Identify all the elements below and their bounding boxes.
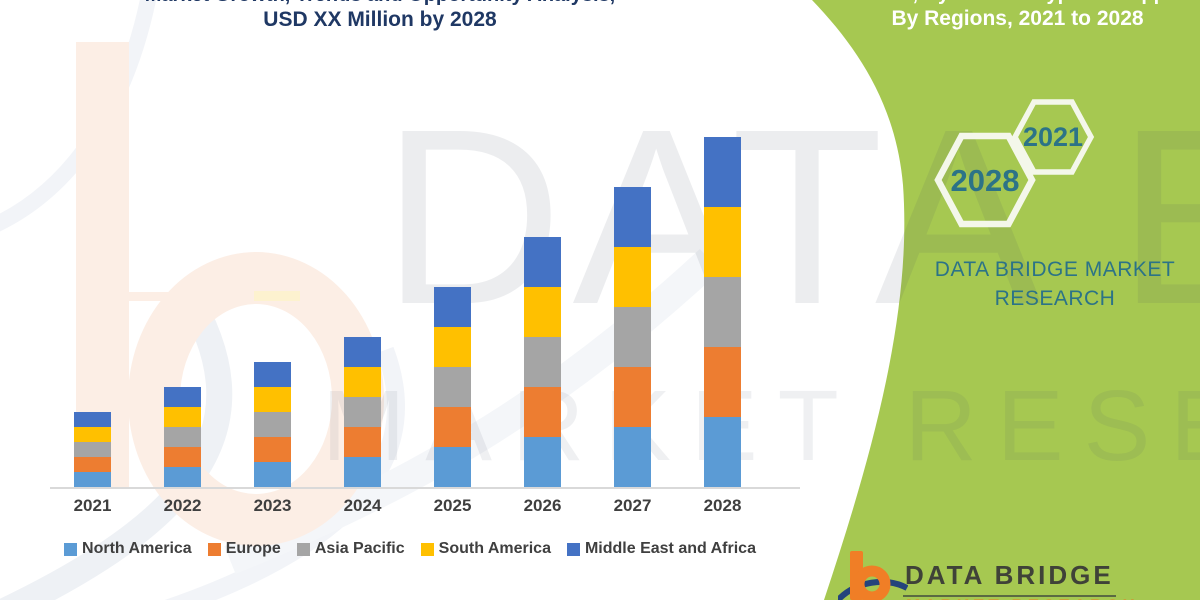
- stacked-bar-2025: [434, 287, 471, 487]
- bar-segment-north-america: [434, 447, 471, 487]
- bar-segment-middle-east-and-africa: [434, 287, 471, 327]
- legend-swatch-north-america: [64, 542, 78, 556]
- x-axis-label-2027: 2027: [613, 496, 652, 515]
- stacked-bar-2022: [164, 387, 201, 487]
- stacked-bar-2024: [344, 337, 381, 487]
- bar-segment-south-america: [74, 427, 111, 442]
- year-hexagons: 2021 2028: [934, 99, 1095, 228]
- bar-segment-asia-pacific: [74, 442, 111, 457]
- bar-segment-middle-east-and-africa: [704, 137, 741, 207]
- footer-logo-subtitle-clipped: MARKET RESEARCH: [906, 596, 1139, 600]
- bar-segment-asia-pacific: [344, 397, 381, 427]
- bar-segment-europe: [74, 457, 111, 472]
- banner-title-line2: By Regions, 2021 to 2028: [891, 7, 1144, 30]
- bar-segment-north-america: [254, 462, 291, 487]
- bar-segment-south-america: [254, 387, 291, 412]
- x-axis-label-2023: 2023: [253, 496, 292, 515]
- x-axis-label-2024: 2024: [343, 496, 382, 515]
- chart-title-line1-text: Market Growth, Trends and Opportunity An…: [40, 0, 720, 7]
- x-axis-label-2026: 2026: [523, 496, 562, 515]
- bar-segment-middle-east-and-africa: [164, 387, 201, 407]
- banner-brand-line2: RESEARCH: [994, 287, 1116, 310]
- data-bridge-logo-icon: [838, 551, 908, 600]
- logo-b-watermark-arm: [78, 292, 252, 301]
- x-axis-label-2028: 2028: [703, 496, 742, 515]
- legend-swatch-south-america: [420, 542, 434, 556]
- legend-item-europe: Europe: [207, 540, 281, 558]
- bar-segment-north-america: [74, 472, 111, 487]
- bar-segment-south-america: [614, 247, 651, 307]
- legend-item-north-america: North America: [64, 540, 192, 558]
- legend-label-south-america: South America: [438, 540, 551, 557]
- logo-b-watermark-accent: [254, 291, 300, 301]
- legend-label-asia-pacific: Asia Pacific: [314, 540, 405, 557]
- legend-item-asia-pacific: Asia Pacific: [296, 540, 405, 558]
- bar-segment-europe: [704, 347, 741, 417]
- bar-segment-south-america: [434, 327, 471, 367]
- bar-segment-europe: [344, 427, 381, 457]
- legend: North America Europe Asia Pacific South Ame…: [30, 540, 790, 558]
- banner-title-line1-clipped: Market, By Product Type and Application,: [848, 0, 1188, 6]
- bar-segment-europe: [164, 447, 201, 467]
- bar-segment-asia-pacific: [254, 412, 291, 437]
- hexagon-2021: [1011, 99, 1095, 175]
- bar-segment-middle-east-and-africa: [254, 362, 291, 387]
- banner-title-line1-text: Market, By Product Type and Application,: [848, 0, 1188, 6]
- legend-swatch-europe: [207, 542, 221, 556]
- bar-segment-asia-pacific: [524, 337, 561, 387]
- bar-segment-south-america: [704, 207, 741, 277]
- footer-logo-title: DATA BRIDGE: [903, 560, 1116, 597]
- legend-label-north-america: North America: [82, 540, 192, 557]
- bar-segment-middle-east-and-africa: [524, 237, 561, 287]
- bar-segment-north-america: [344, 457, 381, 487]
- bar-segment-asia-pacific: [614, 307, 651, 367]
- bar-segment-asia-pacific: [434, 367, 471, 407]
- bar-segment-asia-pacific: [704, 277, 741, 347]
- bar-segment-middle-east-and-africa: [614, 187, 651, 247]
- stacked-bar-2021: [74, 412, 111, 487]
- bar-segment-middle-east-and-africa: [74, 412, 111, 427]
- bar-segment-europe: [524, 387, 561, 437]
- x-axis-label-2022: 2022: [163, 496, 202, 515]
- hexagon-2028-label: 2028: [951, 163, 1020, 198]
- bar-segment-south-america: [164, 407, 201, 427]
- chart-title-line2: USD XX Million by 2028: [263, 8, 497, 31]
- bar-segment-north-america: [704, 417, 741, 487]
- stacked-bar-2023: [254, 362, 291, 487]
- legend-item-south-america: South America: [420, 540, 551, 558]
- legend-label-middle-east-and-africa: Middle East and Africa: [584, 540, 756, 557]
- legend-swatch-middle-east-and-africa: [566, 542, 580, 556]
- stacked-bar-2026: [524, 237, 561, 487]
- stacked-bar-2028: [704, 137, 741, 487]
- hexagon-2021-label: 2021: [1023, 122, 1083, 152]
- bar-segment-europe: [434, 407, 471, 447]
- x-axis-label-2021: 2021: [73, 496, 112, 515]
- bar-segment-north-america: [614, 427, 651, 487]
- watermark-text-line1: DATA BRIDGE: [382, 92, 1200, 342]
- bar-segment-middle-east-and-africa: [344, 337, 381, 367]
- banner-brand-text: DATA BRIDGE MARKET RESEARCH: [895, 255, 1200, 313]
- bar-segment-south-america: [344, 367, 381, 397]
- legend-item-middle-east-and-africa: Middle East and Africa: [566, 540, 756, 558]
- bar-segment-north-america: [524, 437, 561, 487]
- legend-swatch-asia-pacific: [296, 542, 310, 556]
- stacked-bar-2027: [614, 187, 651, 487]
- bar-segment-europe: [254, 437, 291, 462]
- legend-label-europe: Europe: [225, 540, 281, 557]
- bar-segment-north-america: [164, 467, 201, 487]
- x-axis-label-2025: 2025: [433, 496, 472, 515]
- bar-segment-asia-pacific: [164, 427, 201, 447]
- bar-segment-europe: [614, 367, 651, 427]
- bar-segment-south-america: [524, 287, 561, 337]
- x-axis-line: [50, 487, 800, 489]
- banner-brand-line1: DATA BRIDGE MARKET: [934, 258, 1176, 281]
- hexagon-2028: [934, 132, 1036, 228]
- chart-title-line1-clipped: Market Growth, Trends and Opportunity An…: [40, 0, 720, 7]
